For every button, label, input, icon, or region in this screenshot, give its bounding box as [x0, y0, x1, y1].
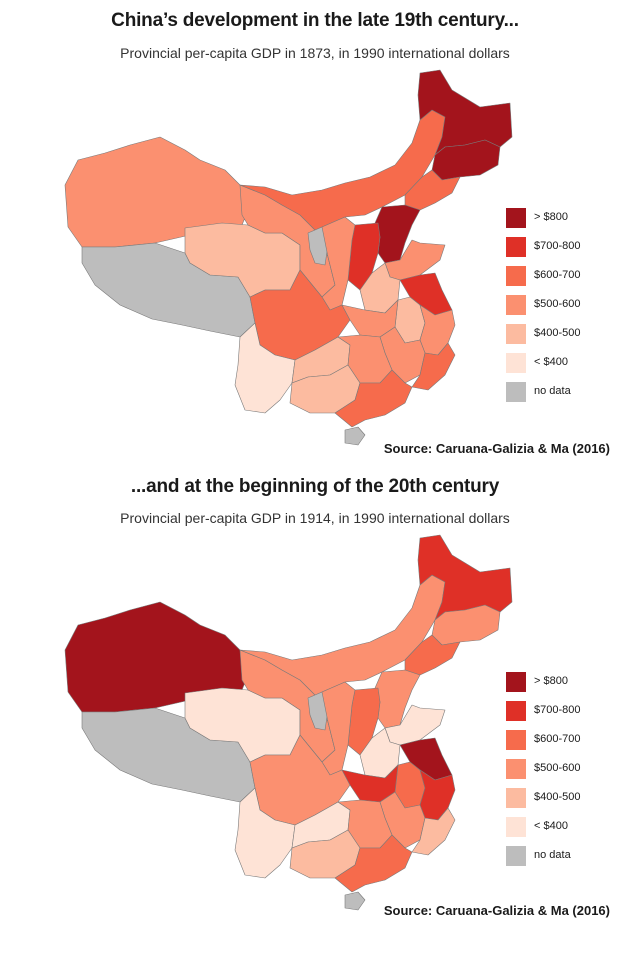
- province-guangdong: [334, 834, 413, 893]
- map-subtitle: Provincial per-capita GDP in 1914, in 19…: [120, 510, 510, 526]
- legend-swatch: [506, 324, 526, 344]
- source-credit: Source: Caruana-Galizia & Ma (2016): [383, 903, 610, 918]
- province-hainan: [344, 426, 366, 446]
- province-fujian: [411, 342, 456, 391]
- map-panel-1914: ...and at the beginning of the 20th cent…: [0, 470, 630, 953]
- legend-swatch: [506, 237, 526, 257]
- province-yunnan: [234, 322, 296, 414]
- province-hainan: [344, 891, 366, 911]
- legend-label: no data: [534, 849, 571, 861]
- legend-label: $400-500: [534, 327, 581, 339]
- legend-swatch: [506, 295, 526, 315]
- legend-label: < $400: [534, 356, 568, 368]
- legend-swatch: [506, 353, 526, 373]
- province-shaanxi: [321, 216, 356, 311]
- legend-swatch: [506, 382, 526, 402]
- legend-swatch: [506, 759, 526, 779]
- legend-label: $600-700: [534, 269, 581, 281]
- china-province-map: [64, 69, 513, 446]
- map-title: China’s development in the late 19th cen…: [111, 10, 519, 31]
- legend-label: $600-700: [534, 733, 581, 745]
- map-panel-1873: China’s development in the late 19th cen…: [0, 0, 630, 470]
- province-shaanxi: [321, 681, 356, 776]
- legend-swatch: [506, 817, 526, 837]
- province-guangdong: [334, 369, 413, 428]
- source-credit: Source: Caruana-Galizia & Ma (2016): [383, 441, 610, 456]
- legend-swatch: [506, 788, 526, 808]
- legend-label: $500-600: [534, 762, 581, 774]
- map-subtitle: Provincial per-capita GDP in 1873, in 19…: [120, 45, 510, 61]
- legend-swatch: [506, 266, 526, 286]
- legend-label: < $400: [534, 820, 568, 832]
- legend-label: $700-800: [534, 704, 581, 716]
- legend-swatch: [506, 846, 526, 866]
- legend-label: > $800: [534, 211, 568, 223]
- legend-label: > $800: [534, 675, 568, 687]
- legend-swatch: [506, 672, 526, 692]
- province-yunnan: [234, 787, 296, 879]
- legend-label: no data: [534, 385, 571, 397]
- legend-label: $400-500: [534, 791, 581, 803]
- map-title: ...and at the beginning of the 20th cent…: [130, 476, 500, 497]
- legend-swatch: [506, 701, 526, 721]
- legend-swatch: [506, 208, 526, 228]
- province-fujian: [411, 807, 456, 856]
- legend-label: $500-600: [534, 298, 581, 310]
- legend-swatch: [506, 730, 526, 750]
- legend-label: $700-800: [534, 240, 581, 252]
- china-province-map: [64, 534, 513, 911]
